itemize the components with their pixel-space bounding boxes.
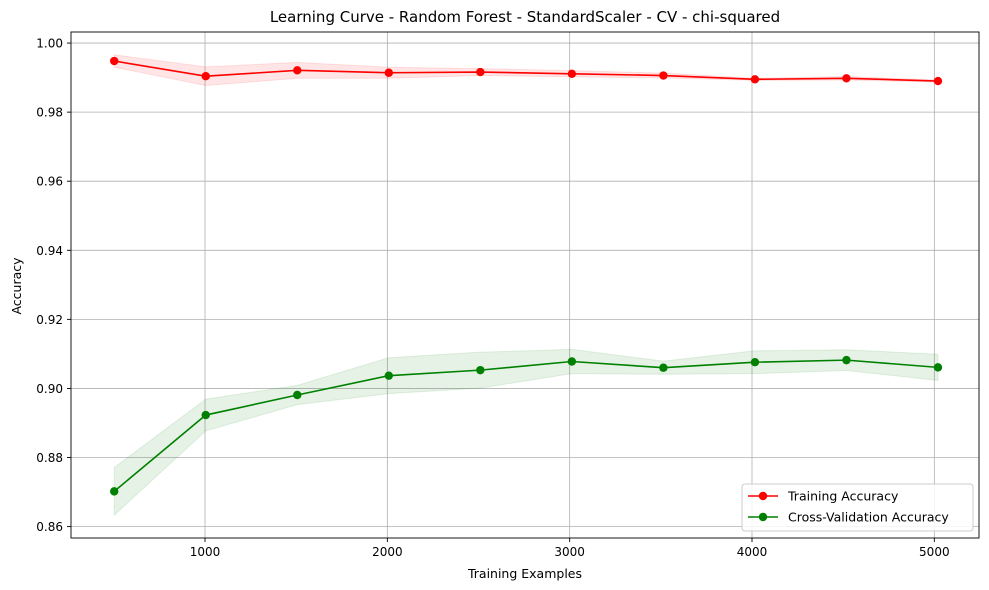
x-tick-label: 3000 — [554, 545, 585, 559]
data-point — [750, 75, 760, 84]
data-point — [933, 363, 943, 372]
x-tick-label: 4000 — [737, 545, 768, 559]
legend-marker — [758, 491, 768, 501]
data-point — [933, 76, 943, 86]
y-tick-label: 0.88 — [36, 451, 63, 465]
data-point — [110, 487, 119, 496]
y-tick-label: 0.86 — [36, 520, 63, 534]
y-tick-label: 0.94 — [36, 244, 63, 258]
series-line — [113, 359, 939, 492]
legend: Training Accuracy Cross-Validation Accura… — [741, 483, 974, 532]
legend-box — [741, 483, 974, 532]
y-tick-label: 0.92 — [36, 313, 63, 327]
data-point — [293, 66, 302, 75]
data-point — [384, 68, 393, 77]
plot-area: 1000 2000 3000 4000 5000 0.86 0.88 0.90 0.92 0.94… — [36, 31, 980, 559]
data-point — [567, 69, 577, 78]
data-point — [201, 72, 210, 81]
data-point — [110, 56, 119, 66]
axes-frame — [70, 31, 980, 539]
data-point — [567, 357, 577, 366]
y-tick-label: 0.96 — [36, 175, 63, 189]
legend-marker — [758, 512, 768, 522]
data-point — [842, 355, 851, 365]
legend-label: Training Accuracy — [787, 489, 899, 504]
y-axis-label: Accuracy — [9, 257, 24, 315]
x-tick-label: 1000 — [190, 545, 221, 559]
data-point — [750, 357, 760, 367]
series-line — [114, 60, 939, 82]
x-tick-label: 5000 — [919, 545, 950, 559]
y-tick-label: 0.98 — [36, 106, 63, 120]
data-point — [842, 74, 851, 83]
data-point — [293, 390, 302, 400]
data-point — [659, 363, 668, 372]
chart-title: Learning Curve - Random Forest - Standar… — [270, 8, 780, 26]
data-point — [476, 67, 485, 77]
x-axis-label: Training Examples — [467, 566, 582, 581]
data-point — [384, 371, 393, 380]
y-tick-label: 0.90 — [36, 382, 63, 396]
x-tick-label: 2000 — [372, 545, 403, 559]
legend-label: Cross-Validation Accuracy — [788, 510, 949, 525]
y-tick-label: 1.00 — [36, 37, 63, 51]
data-point — [201, 410, 210, 420]
data-point — [659, 71, 668, 80]
data-point — [476, 365, 485, 375]
